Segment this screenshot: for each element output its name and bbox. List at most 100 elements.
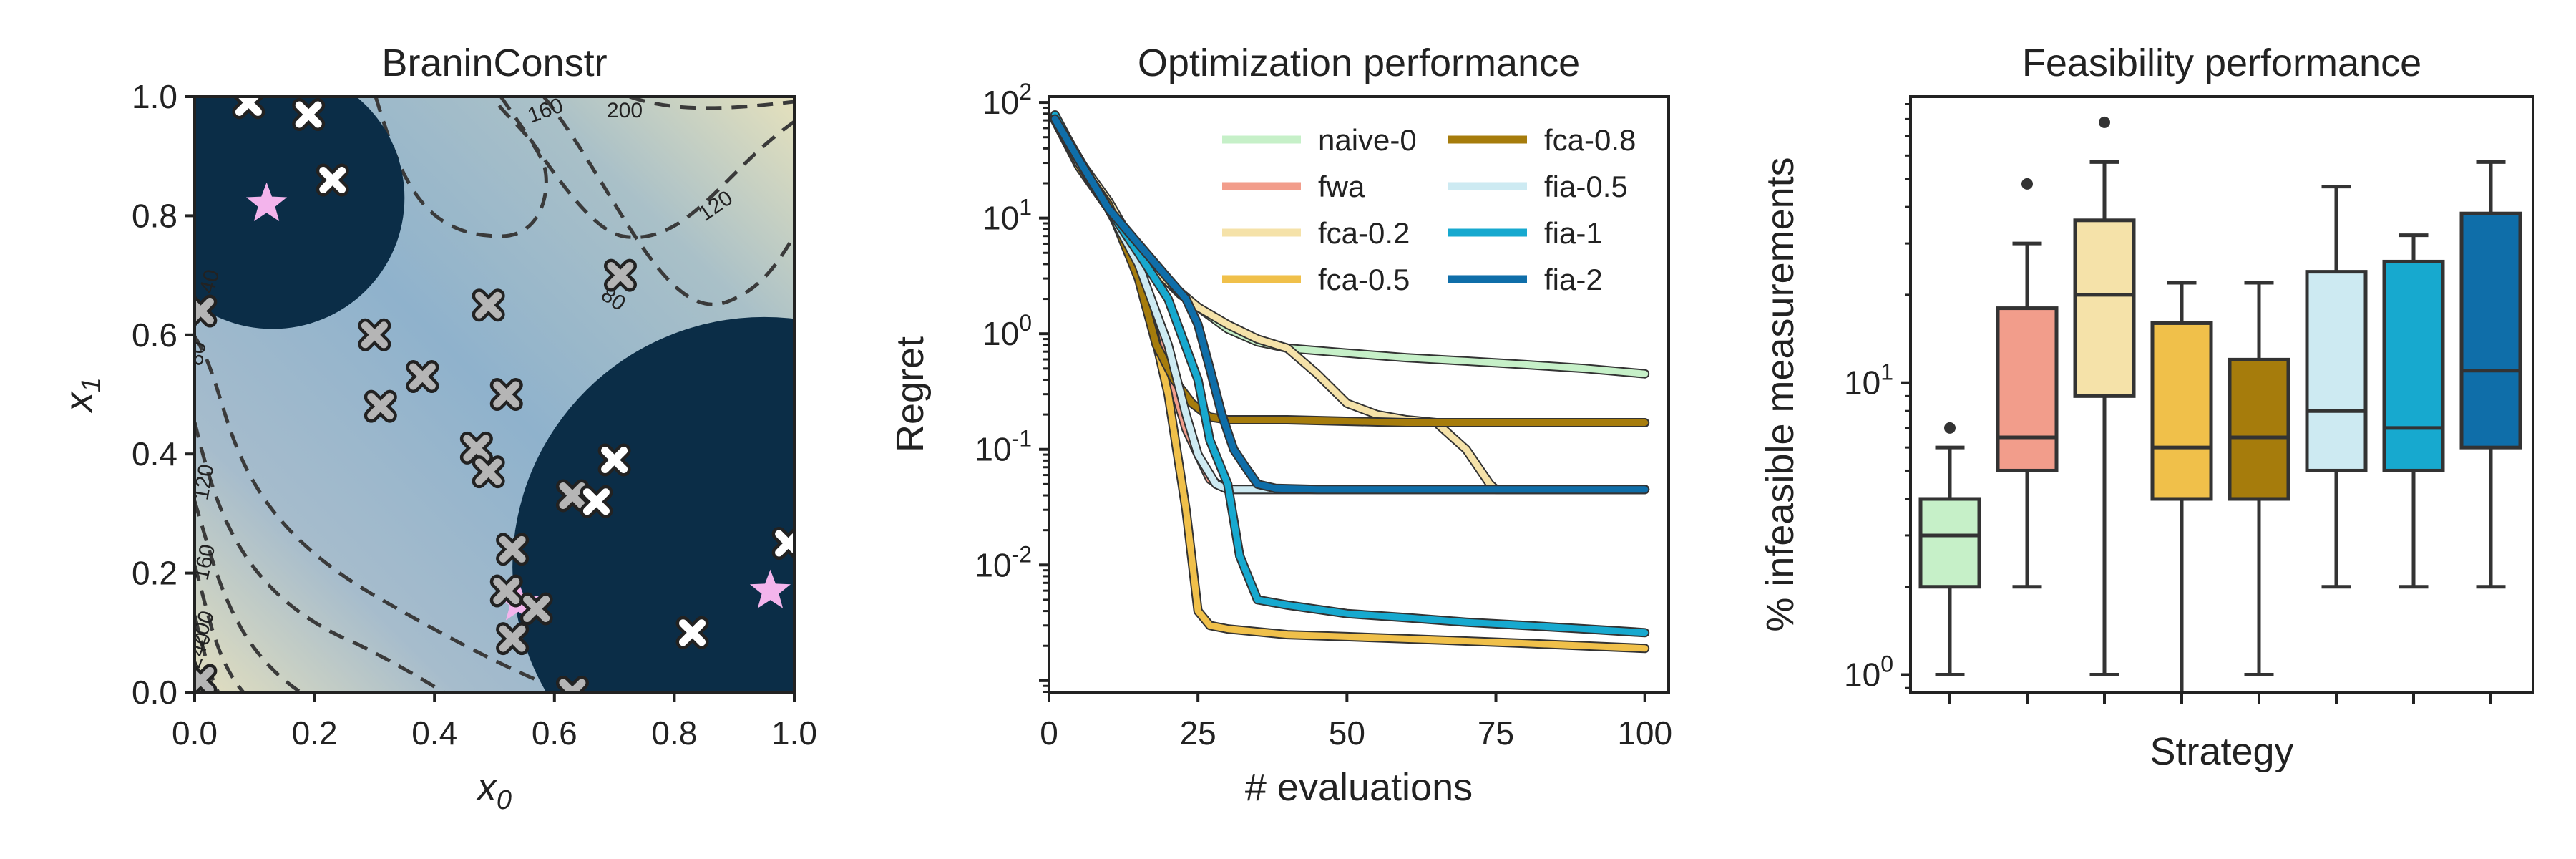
y-tick-base: 10 (982, 84, 1019, 121)
feasible-sample (555, 676, 589, 692)
feasible-sample (489, 378, 523, 411)
legend-label: fca-0.8 (1544, 123, 1636, 157)
infeasible-sample-fill (679, 619, 706, 646)
x-tick-label: 25 (1180, 714, 1216, 752)
y-tick-label: 0.2 (132, 555, 177, 592)
boxplots (1918, 116, 2522, 692)
feasible-sample-fill (493, 381, 520, 408)
boxplot (2228, 281, 2290, 677)
contour-line (195, 500, 302, 692)
y-tick-exponent: 0 (1880, 651, 1893, 677)
feasible-sample-fill (607, 262, 634, 289)
x-tick-label: 0 (1040, 714, 1058, 752)
y-tick-label: 0.0 (132, 674, 177, 711)
boxplot (1996, 178, 2059, 589)
legend: naive-0 fwa fca-0.2 fca-0.5 fca-0.8 fia-0.5 fi… (1222, 123, 1636, 296)
branin-contours (195, 97, 794, 692)
x-tick-label: 100 (1617, 714, 1672, 752)
infeasible-region (512, 316, 794, 692)
infeasible-regions (195, 97, 794, 692)
y-tick-exponent: 2 (1019, 79, 1032, 105)
series-stroke (1051, 115, 1649, 493)
box-iqr (2150, 321, 2213, 501)
infeasible-sample-fill (601, 447, 628, 474)
infeasible-sample (771, 527, 794, 560)
y-tick-label: 0.8 (132, 197, 177, 234)
contour-line (629, 97, 794, 110)
boxplot (2459, 160, 2522, 589)
optimum-star (749, 569, 791, 608)
feasibility-frame (1909, 95, 2534, 694)
feasibility-xlabel: Strategy (2150, 730, 2293, 773)
contour-line (542, 97, 794, 306)
feasible-sample (358, 318, 391, 351)
y-tick-label: 102 (982, 79, 1032, 121)
y-tick-label: 10-2 (975, 541, 1032, 583)
regret-lines (1050, 110, 1650, 654)
feasible-sample (603, 258, 637, 292)
contour-line (374, 97, 548, 238)
feasible-sample (472, 455, 505, 489)
boxplot (2382, 233, 2445, 589)
y-tick-base: 10 (975, 431, 1011, 468)
feasible-sample (472, 288, 505, 322)
branin-title: BraninConstr (381, 42, 607, 84)
legend-label: fca-0.5 (1318, 263, 1410, 296)
legend-label: fwa (1318, 170, 1365, 203)
infeasible-sample-fill (582, 488, 610, 515)
feasible-sample-fill (559, 679, 586, 692)
y-tick-label: 100 (1844, 651, 1893, 694)
infeasible-sample (675, 616, 709, 649)
infeasible-sample (232, 97, 265, 120)
y-tick-exponent: -2 (1012, 541, 1032, 567)
x-tick-label: 0.2 (292, 714, 338, 752)
x-tick-label: 0.4 (411, 714, 457, 752)
boxplot (1918, 422, 1981, 677)
y-tick-label: 0.6 (132, 316, 177, 354)
legend-label: fca-0.2 (1318, 216, 1410, 250)
x-tick-label: 75 (1478, 714, 1514, 752)
optimization-panel: Optimization performance 0 25 50 75 10010210… (889, 42, 1672, 809)
infeasible-sample (580, 485, 613, 518)
branin-ticks: 0.0 0.2 0.4 0.6 0.8 1.0 0.0 0.2 0.4 0.6 0.8 1.0 (132, 78, 817, 752)
branin-plot-area: 40 80 80 120 120 160 160 200 200 240 (195, 97, 794, 692)
box-iqr (2228, 357, 2290, 501)
feasible-sample (406, 360, 439, 394)
feasible-sample-fill (367, 393, 394, 420)
contour-line (195, 615, 220, 692)
feasible-sample-fill (361, 321, 388, 349)
x-tick-label: 0.8 (651, 714, 697, 752)
series-line-fia-2 (1050, 114, 1650, 495)
feasible-sample (519, 592, 553, 626)
x-tick-label: 0.0 (172, 714, 218, 752)
infeasible-sample (597, 443, 631, 477)
legend-label: fia-0.5 (1544, 170, 1628, 203)
contour-label: 200 (607, 99, 643, 122)
feasible-sample-fill (195, 666, 214, 692)
feasible-sample (459, 431, 493, 465)
box-iqr (2382, 259, 2445, 472)
infeasible-sample (292, 97, 326, 131)
feasible-sample-fill (499, 535, 526, 563)
feasible-sample (496, 622, 530, 656)
y-tick-label: 100 (982, 310, 1032, 352)
infeasible-sample (316, 163, 349, 197)
feasible-sample-fill (475, 458, 502, 485)
feasible-sample (496, 533, 530, 566)
box-iqr (2073, 218, 2136, 398)
outlier-point (2099, 116, 2110, 128)
y-tick-label: 101 (1844, 359, 1893, 402)
y-tick-label: 0.4 (132, 435, 177, 472)
legend-label: fia-2 (1544, 263, 1603, 296)
feasible-sample-fill (195, 298, 214, 325)
outlier-point (1944, 422, 1956, 434)
branin-xlabel: x0 (475, 766, 512, 815)
legend-label: fia-1 (1544, 216, 1603, 250)
y-tick-exponent: 1 (1019, 195, 1032, 220)
x-tick-label: 50 (1329, 714, 1365, 752)
y-tick-base: 10 (1844, 364, 1880, 402)
contour-line (499, 97, 794, 239)
y-tick-base: 10 (982, 200, 1019, 237)
